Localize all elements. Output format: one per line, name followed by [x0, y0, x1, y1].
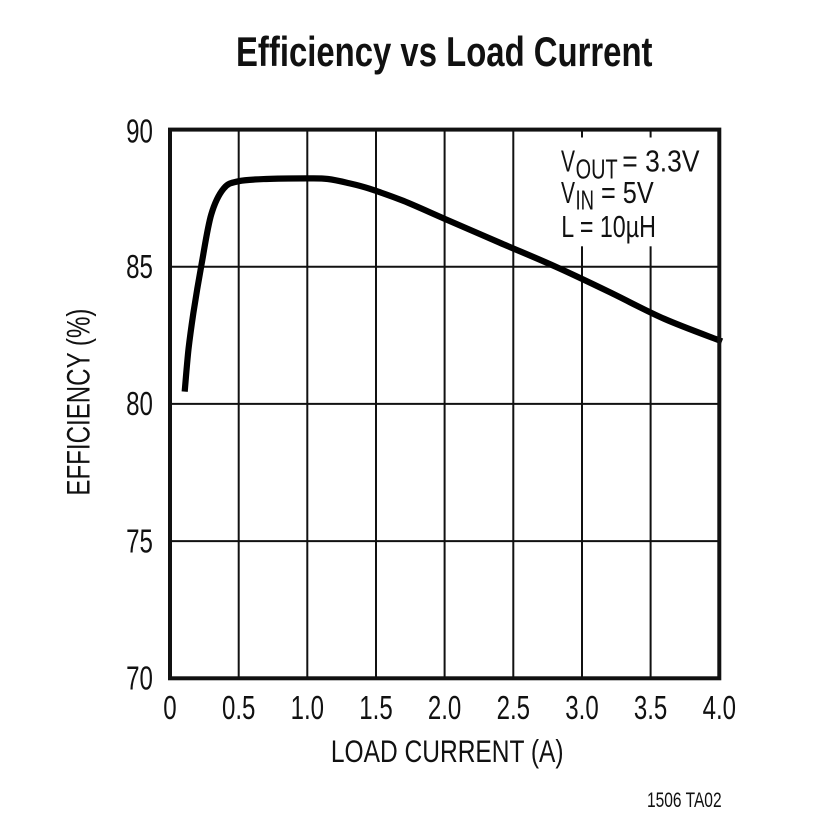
svg-text:0: 0: [163, 689, 176, 726]
svg-text:85: 85: [126, 248, 153, 285]
svg-text:= 3.3V: = 3.3V: [622, 145, 700, 179]
svg-text:1.5: 1.5: [359, 689, 392, 726]
svg-text:L = 10µH: L = 10µH: [561, 210, 656, 244]
svg-text:V: V: [561, 176, 575, 210]
svg-text:1.0: 1.0: [291, 689, 324, 726]
svg-text:0.5: 0.5: [222, 689, 255, 726]
svg-text:80: 80: [126, 385, 153, 422]
svg-text:V: V: [561, 145, 575, 179]
svg-text:EFFICIENCY (%): EFFICIENCY (%): [60, 309, 96, 496]
svg-text:90: 90: [126, 113, 153, 150]
svg-text:LOAD CURRENT (A): LOAD CURRENT (A): [331, 733, 564, 769]
svg-text:2.5: 2.5: [497, 689, 530, 726]
svg-text:= 5V: = 5V: [601, 176, 654, 210]
svg-text:2.0: 2.0: [428, 689, 461, 726]
svg-text:3.5: 3.5: [634, 689, 667, 726]
svg-text:4.0: 4.0: [703, 689, 736, 726]
svg-text:75: 75: [126, 522, 153, 559]
svg-text:IN: IN: [576, 185, 595, 216]
svg-text:1506 TA02: 1506 TA02: [647, 789, 722, 812]
svg-text:OUT: OUT: [576, 154, 618, 185]
svg-text:3.0: 3.0: [565, 689, 598, 726]
svg-text:70: 70: [126, 660, 153, 697]
svg-text:Efficiency vs Load Current: Efficiency vs Load Current: [236, 29, 653, 75]
